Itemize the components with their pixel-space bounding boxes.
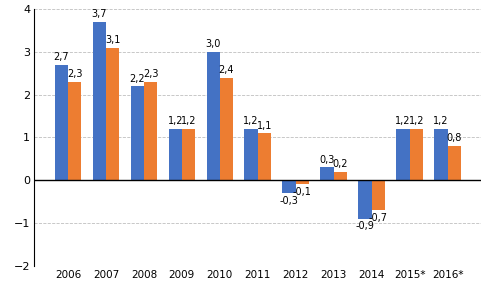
Text: 3,7: 3,7 (91, 9, 107, 19)
Bar (396, 129, 409, 180)
Text: 1,2: 1,2 (244, 116, 259, 126)
Text: 0,8: 0,8 (446, 133, 462, 143)
Bar (409, 129, 423, 180)
Text: 2,7: 2,7 (54, 52, 69, 62)
Bar (334, 172, 347, 180)
Bar (207, 52, 220, 180)
Bar (372, 180, 385, 210)
Text: -0,7: -0,7 (369, 213, 388, 223)
Text: 1,2: 1,2 (395, 116, 411, 126)
Bar (106, 47, 119, 180)
Text: 2,3: 2,3 (67, 69, 82, 79)
Text: 2,2: 2,2 (130, 73, 145, 83)
Bar (220, 78, 233, 180)
Bar (321, 167, 334, 180)
Bar (358, 180, 372, 219)
Bar (93, 22, 106, 180)
Text: 0,2: 0,2 (332, 159, 348, 169)
Text: 1,2: 1,2 (181, 116, 196, 126)
Bar (168, 129, 182, 180)
Bar (55, 65, 68, 180)
Bar (296, 180, 309, 185)
Bar (182, 129, 195, 180)
Text: 0,3: 0,3 (319, 155, 335, 165)
Text: 2,3: 2,3 (143, 69, 158, 79)
Bar (68, 82, 81, 180)
Text: 3,1: 3,1 (105, 35, 120, 45)
Text: 2,4: 2,4 (218, 65, 234, 75)
Text: 3,0: 3,0 (205, 39, 221, 49)
Text: -0,3: -0,3 (280, 196, 299, 206)
Bar (448, 146, 461, 180)
Text: 1,2: 1,2 (433, 116, 449, 126)
Text: 1,1: 1,1 (257, 120, 272, 130)
Bar (144, 82, 157, 180)
Bar (258, 133, 271, 180)
Text: 1,2: 1,2 (167, 116, 183, 126)
Text: -0,9: -0,9 (355, 221, 375, 231)
Text: -0,1: -0,1 (293, 187, 312, 197)
Bar (245, 129, 258, 180)
Bar (282, 180, 296, 193)
Text: 1,2: 1,2 (409, 116, 424, 126)
Bar (435, 129, 448, 180)
Bar (131, 86, 144, 180)
